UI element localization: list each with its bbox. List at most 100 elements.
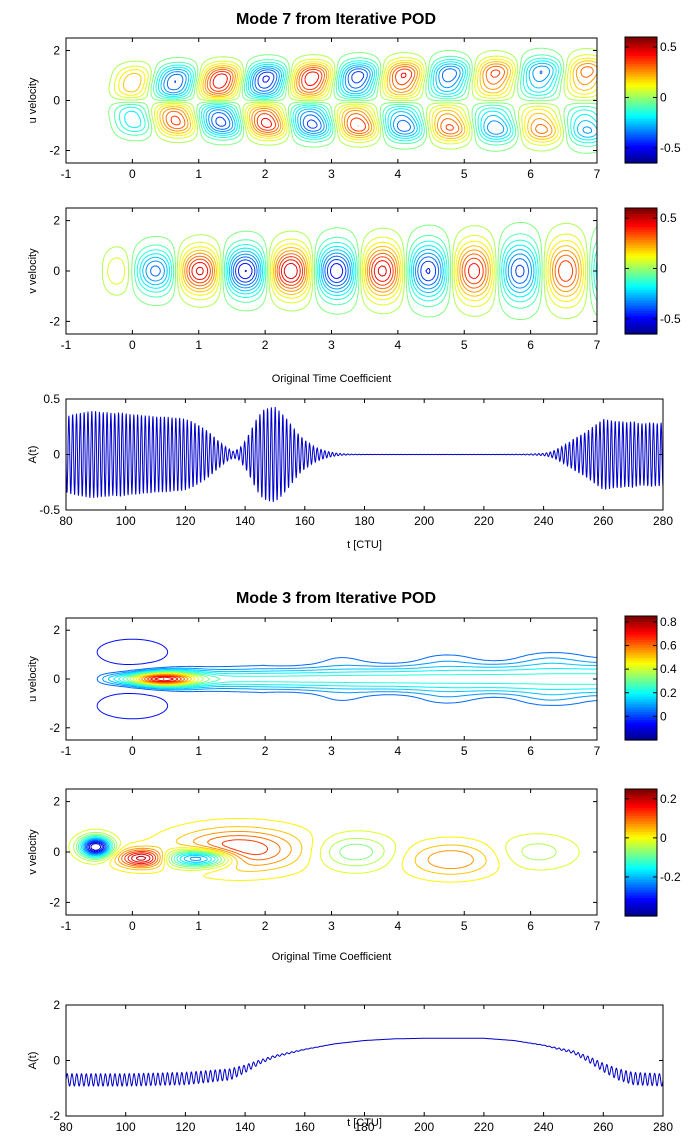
contour-line	[117, 831, 474, 869]
contour-line	[88, 842, 103, 852]
x-tick-label: -1	[61, 338, 72, 352]
colorbar-band	[625, 326, 657, 330]
y-tick-label: 0	[53, 845, 60, 859]
contour-line	[121, 835, 281, 867]
plot-frame	[65, 617, 598, 741]
plot-frame	[65, 37, 598, 164]
colorbar-band	[625, 820, 657, 824]
x-tick-label: 7	[594, 744, 601, 758]
colorbar-band	[625, 63, 657, 67]
x-tick-label: 2	[262, 167, 269, 181]
colorbar-band	[625, 113, 657, 117]
x-tick-label: 80	[59, 514, 73, 528]
colorbar-band	[625, 732, 657, 736]
colorbar-band	[625, 873, 657, 877]
plot-area	[101, 221, 597, 321]
colorbar-band	[625, 247, 657, 251]
colorbar-tick-label: 0	[660, 831, 667, 845]
colorbar-band	[625, 729, 657, 733]
colorbar-band	[625, 244, 657, 248]
colorbar-band	[625, 257, 657, 262]
colorbar-band	[625, 60, 657, 64]
contour-line	[109, 818, 500, 883]
colorbar-band	[625, 693, 657, 697]
contour-line	[163, 65, 593, 135]
x-tick-label: 1	[195, 919, 202, 933]
contour-line	[90, 843, 102, 851]
colorbar-band	[625, 902, 657, 907]
contour-line	[101, 657, 597, 701]
colorbar-band	[625, 727, 657, 731]
contour-line	[150, 676, 179, 682]
plot-area	[66, 406, 663, 502]
colorbar-band	[625, 265, 657, 269]
colorbar-band	[625, 696, 657, 700]
contour-line	[145, 252, 532, 290]
colorbar-band	[625, 281, 657, 285]
y-axis-label: A(t)	[27, 1052, 39, 1070]
x-tick-label: 1	[195, 338, 202, 352]
contour-line	[114, 54, 597, 147]
colorbar-band	[625, 719, 657, 723]
y-tick-label: -2	[49, 1109, 60, 1123]
colorbar-band	[625, 836, 657, 840]
colorbar-band	[625, 683, 657, 687]
chart-m3a: 80 100 120 140 160 180 200 220 240 260 280 -2 0 2 A(t)…	[27, 998, 673, 1134]
chart-title: Mode 3 from Iterative POD	[236, 590, 436, 607]
y-tick-label: 2	[53, 214, 60, 228]
contour-line	[96, 638, 169, 720]
contour-line	[114, 826, 487, 875]
colorbar-band	[625, 628, 657, 633]
x-tick-label: 160	[295, 1120, 315, 1134]
x-tick-label: 2	[262, 338, 269, 352]
colorbar-band	[625, 86, 657, 91]
contour-line	[170, 68, 501, 132]
x-tick-label: 2	[262, 919, 269, 933]
colorbar-band	[625, 115, 657, 119]
colorbar-band	[625, 652, 657, 656]
x-tick-label: 240	[534, 1120, 554, 1134]
colorbar-band	[625, 149, 657, 154]
series-line	[66, 406, 663, 502]
colorbar-band	[625, 79, 657, 83]
x-axis-label: t [CTU]	[347, 539, 382, 551]
y-axis-label: v velocity	[27, 829, 39, 875]
colorbar-band	[625, 144, 657, 148]
colorbar-band	[625, 39, 657, 43]
colorbar-band	[625, 105, 657, 109]
x-tick-label: 5	[461, 919, 468, 933]
colorbar-tick-label: 0	[660, 261, 667, 275]
colorbar-band	[625, 716, 657, 720]
colorbar-band	[625, 260, 657, 264]
contour-line	[135, 855, 147, 861]
colorbar-band	[625, 711, 657, 715]
colorbar-band	[625, 714, 657, 718]
colorbar-tick-label: 0.2	[660, 792, 677, 806]
colorbar-band	[625, 886, 657, 891]
colorbar-band	[625, 123, 657, 127]
x-tick-label: 7	[594, 919, 601, 933]
contour-line	[118, 57, 597, 144]
x-tick-label: 220	[474, 1120, 494, 1134]
colorbar-band	[625, 310, 657, 314]
x-tick-label: 240	[534, 514, 554, 528]
plot-area	[66, 1037, 663, 1087]
colorbar-band	[625, 802, 657, 806]
colorbar-band	[625, 307, 657, 311]
contour-line	[244, 269, 247, 273]
colorbar-band	[625, 139, 657, 143]
contour-line	[108, 48, 597, 152]
colorbar-band	[625, 841, 657, 846]
x-tick-label: 4	[395, 167, 402, 181]
contour-line	[182, 245, 582, 297]
y-tick-label: -2	[49, 314, 60, 328]
colorbar-band	[625, 641, 657, 646]
plot-area	[96, 638, 597, 720]
colorbar-band	[625, 229, 657, 233]
chart-m3v: 0.2 0 -0.2 -1 0 1 2 3 4 5 6 7 -2 0 2 v velocity Original…	[27, 788, 681, 963]
colorbar-band	[625, 852, 657, 856]
chart-m7u: 0.5 0 -0.5 -1 0 1 2 3 4 5 6 7 -2 0 2 u velocity Mode 7 f…	[27, 11, 681, 181]
colorbar-band	[625, 667, 657, 671]
colorbar-band	[625, 680, 657, 684]
